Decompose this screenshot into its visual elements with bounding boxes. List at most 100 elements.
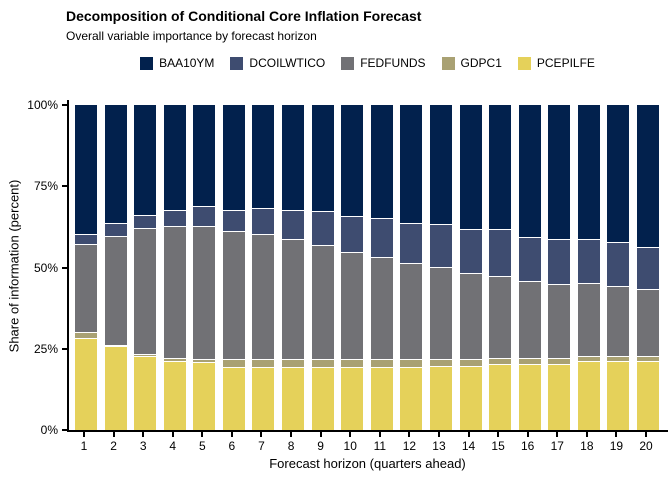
bar-segment-fedfunds xyxy=(400,264,423,361)
bar-h13 xyxy=(429,105,452,430)
bar-h11 xyxy=(370,105,393,430)
x-tick-label: 12 xyxy=(402,439,417,453)
x-axis-tick xyxy=(142,432,145,437)
bar-h8 xyxy=(282,105,305,430)
dcoilwtico-swatch-icon xyxy=(230,56,244,70)
x-axis-tick xyxy=(437,432,440,437)
bar-segment-dcoilwtico xyxy=(252,209,275,235)
bar-segment-dcoilwtico xyxy=(548,239,571,286)
gdpc1-swatch-icon xyxy=(441,56,455,70)
bar-segment-pcepilfe xyxy=(163,361,186,430)
bar-segment-baa10ym xyxy=(341,105,364,218)
y-axis-tick xyxy=(62,185,67,188)
bar-segment-gdpc1 xyxy=(193,360,216,364)
bar-segment-pcepilfe xyxy=(370,368,393,430)
x-tick-label: 9 xyxy=(317,439,324,453)
bar-segment-baa10ym xyxy=(518,105,541,239)
bar-segment-fedfunds xyxy=(193,226,216,361)
bar-segment-fedfunds xyxy=(637,290,660,357)
legend-label: FEDFUNDS xyxy=(360,56,426,70)
y-axis-tick xyxy=(62,347,67,350)
bar-segment-baa10ym xyxy=(400,105,423,224)
bar-segment-pcepilfe xyxy=(637,361,660,430)
bar-segment-pcepilfe xyxy=(75,339,97,430)
x-tick-label: 17 xyxy=(550,439,564,453)
bar-segment-fedfunds xyxy=(459,274,482,361)
bar-h5 xyxy=(193,105,216,430)
bar-segment-gdpc1 xyxy=(282,360,305,369)
x-tick-label: 6 xyxy=(228,439,236,453)
y-tick-label: 50% xyxy=(33,260,58,275)
plot-area xyxy=(67,100,668,432)
bar-segment-pcepilfe xyxy=(252,368,275,430)
bar-segment-baa10ym xyxy=(429,105,452,226)
x-tick-label: 3 xyxy=(139,439,147,453)
bar-h18 xyxy=(577,105,600,430)
bar-segment-baa10ym xyxy=(370,105,393,219)
legend-item-dcoilwtico: DCOILWTICO xyxy=(230,56,325,70)
bar-h20 xyxy=(637,105,660,430)
bar-segment-fedfunds xyxy=(163,226,186,359)
bar-h9 xyxy=(311,105,334,430)
bar-segment-pcepilfe xyxy=(341,368,364,430)
legend-item-fedfunds: FEDFUNDS xyxy=(341,56,426,70)
bar-segment-gdpc1 xyxy=(548,358,571,365)
bar-segment-fedfunds xyxy=(252,235,275,361)
bar-segment-fedfunds xyxy=(607,287,630,357)
bar-segment-pcepilfe xyxy=(134,356,157,430)
y-tick-label: 100% xyxy=(27,98,58,112)
x-axis-tick xyxy=(378,432,381,437)
bar-segment-pcepilfe xyxy=(193,363,216,430)
bar-segment-gdpc1 xyxy=(163,358,186,362)
bar-segment-pcepilfe xyxy=(548,365,571,430)
bar-h17 xyxy=(548,105,571,430)
bar-segment-gdpc1 xyxy=(518,358,541,365)
bar-segment-gdpc1 xyxy=(311,360,334,369)
x-axis-tick xyxy=(615,432,618,437)
bar-h3 xyxy=(134,105,157,430)
bar-segment-pcepilfe xyxy=(311,368,334,430)
bar-segment-fedfunds xyxy=(341,252,364,361)
bar-segment-dcoilwtico xyxy=(370,218,393,258)
legend-label: PCEPILFE xyxy=(536,56,595,70)
bar-segment-dcoilwtico xyxy=(311,212,334,247)
bar-segment-dcoilwtico xyxy=(607,243,630,287)
legend-label: BAA10YM xyxy=(159,56,215,70)
x-tick-label: 5 xyxy=(198,439,206,453)
x-axis-tick xyxy=(83,432,85,437)
bar-segment-dcoilwtico xyxy=(104,223,127,237)
bar-segment-dcoilwtico xyxy=(282,210,305,240)
x-tick-label: 15 xyxy=(491,439,505,453)
bar-segment-pcepilfe xyxy=(222,368,245,430)
x-tick-label: 20 xyxy=(639,439,653,453)
bar-segment-fedfunds xyxy=(429,267,452,361)
bar-segment-gdpc1 xyxy=(75,332,97,339)
legend-item-gdpc1: GDPC1 xyxy=(441,56,502,70)
bar-segment-gdpc1 xyxy=(577,356,600,362)
x-axis-tick xyxy=(408,432,411,437)
y-axis-tick xyxy=(62,266,67,269)
bar-segment-gdpc1 xyxy=(400,360,423,369)
bar-segment-dcoilwtico xyxy=(222,210,245,232)
bar-segment-pcepilfe xyxy=(518,365,541,430)
bar-segment-fedfunds xyxy=(489,277,512,359)
x-axis-tick xyxy=(585,432,588,437)
x-tick-label: 13 xyxy=(432,439,446,453)
x-axis-tick xyxy=(260,432,263,437)
bar-h4 xyxy=(163,105,186,430)
bar-h12 xyxy=(400,105,423,430)
legend-label: DCOILWTICO xyxy=(249,56,326,70)
y-tick-label: 0% xyxy=(40,423,58,437)
bar-segment-pcepilfe xyxy=(607,361,630,430)
bar-segment-dcoilwtico xyxy=(637,248,660,291)
bar-h19 xyxy=(607,105,630,430)
legend: BAA10YM DCOILWTICO FEDFUNDS GDPC1 PCEPIL… xyxy=(67,56,668,70)
pcepilfe-swatch-icon xyxy=(517,56,531,70)
y-tick-label: 75% xyxy=(33,179,58,194)
x-tick-label: 2 xyxy=(110,439,117,453)
bar-h2 xyxy=(104,105,127,430)
x-axis-tick xyxy=(526,432,529,437)
bar-segment-baa10ym xyxy=(252,105,275,209)
bar-segment-gdpc1 xyxy=(459,360,482,367)
